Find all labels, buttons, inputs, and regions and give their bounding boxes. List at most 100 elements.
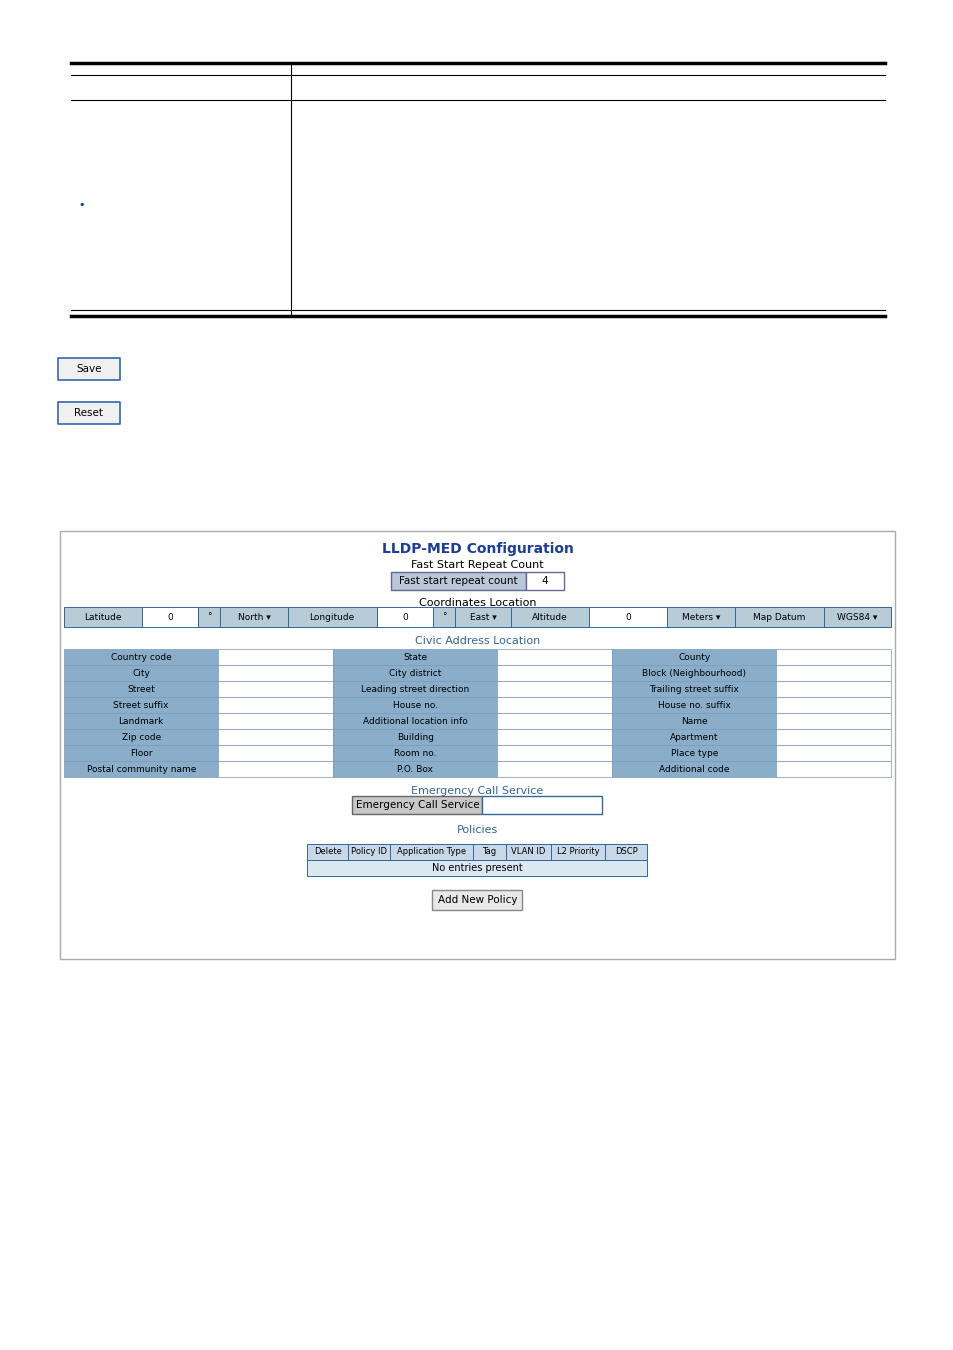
Bar (218, 729, 333, 745)
Text: •: • (78, 200, 85, 211)
Text: 0: 0 (625, 613, 631, 621)
Bar (473, 844, 505, 860)
Text: Emergency Call Service: Emergency Call Service (411, 786, 543, 796)
Bar (58, 358, 120, 379)
Bar (612, 697, 776, 713)
Text: Country code: Country code (111, 652, 172, 662)
Text: Street suffix: Street suffix (113, 701, 169, 710)
Text: P.O. Box: P.O. Box (396, 764, 433, 774)
Text: Policy ID: Policy ID (351, 848, 387, 856)
Bar (307, 860, 647, 876)
Bar (391, 572, 525, 590)
Bar (64, 713, 218, 729)
Bar (333, 649, 497, 666)
Bar (333, 713, 497, 729)
Bar (352, 796, 482, 814)
Text: Name: Name (680, 717, 707, 725)
Bar (497, 697, 612, 713)
Bar (347, 844, 390, 860)
Text: No entries present: No entries present (432, 863, 522, 873)
Text: Meters ▾: Meters ▾ (681, 613, 720, 621)
Bar (776, 697, 890, 713)
Bar (612, 649, 776, 666)
Bar (776, 761, 890, 778)
Bar (550, 844, 604, 860)
Bar (218, 680, 333, 697)
Text: Zip code: Zip code (121, 733, 161, 741)
Text: WGS84 ▾: WGS84 ▾ (837, 613, 877, 621)
Bar (667, 608, 734, 626)
Text: Building: Building (396, 733, 434, 741)
Bar (734, 608, 823, 626)
Text: Civic Address Location: Civic Address Location (415, 636, 539, 647)
Bar (604, 844, 647, 860)
Text: City: City (132, 668, 150, 678)
Text: Postal community name: Postal community name (87, 764, 195, 774)
Text: Longitude: Longitude (310, 613, 355, 621)
Text: Street: Street (127, 684, 155, 694)
Text: Coordinates Location: Coordinates Location (418, 598, 536, 608)
Text: Latitude: Latitude (84, 613, 122, 621)
Text: DSCP: DSCP (615, 848, 637, 856)
Text: Altitude: Altitude (532, 613, 567, 621)
Bar (390, 844, 473, 860)
Text: Room no.: Room no. (394, 748, 436, 757)
Bar (333, 745, 497, 761)
Bar (287, 608, 376, 626)
Text: Save: Save (76, 364, 102, 374)
Text: House no.: House no. (393, 701, 437, 710)
Bar (776, 729, 890, 745)
Bar (505, 844, 550, 860)
Bar (497, 761, 612, 778)
Bar (497, 666, 612, 680)
Bar (776, 745, 890, 761)
Text: L2 Priority: L2 Priority (556, 848, 598, 856)
Bar (218, 761, 333, 778)
Text: Application Type: Application Type (396, 848, 465, 856)
Bar (64, 680, 218, 697)
Bar (220, 608, 287, 626)
Bar (612, 680, 776, 697)
Bar (218, 713, 333, 729)
Bar (612, 713, 776, 729)
Text: °: ° (207, 613, 212, 621)
Bar (776, 649, 890, 666)
Text: Tag: Tag (481, 848, 496, 856)
Bar (612, 729, 776, 745)
Text: VLAN ID: VLAN ID (511, 848, 545, 856)
Text: 0: 0 (167, 613, 172, 621)
Bar (776, 713, 890, 729)
Bar (525, 572, 563, 590)
Text: State: State (403, 652, 427, 662)
Bar (776, 666, 890, 680)
Bar (376, 608, 433, 626)
Text: Map Datum: Map Datum (752, 613, 804, 621)
Text: Fast Start Repeat Count: Fast Start Repeat Count (411, 560, 543, 570)
Bar (64, 745, 218, 761)
Bar (432, 890, 522, 910)
Bar (218, 666, 333, 680)
Bar (776, 680, 890, 697)
Bar (497, 649, 612, 666)
Bar (497, 729, 612, 745)
Bar (497, 713, 612, 729)
Bar (64, 697, 218, 713)
Text: Delete: Delete (314, 848, 341, 856)
Text: 4: 4 (541, 576, 548, 586)
Bar (612, 761, 776, 778)
Text: Reset: Reset (74, 408, 103, 418)
Text: East ▾: East ▾ (469, 613, 496, 621)
Bar (589, 608, 667, 626)
Bar (333, 697, 497, 713)
Bar (497, 745, 612, 761)
Text: Add New Policy: Add New Policy (437, 895, 517, 905)
Text: 0: 0 (401, 613, 407, 621)
Bar (218, 697, 333, 713)
Text: City district: City district (389, 668, 441, 678)
Bar (612, 666, 776, 680)
Bar (455, 608, 511, 626)
Bar (612, 745, 776, 761)
Bar (64, 666, 218, 680)
Text: Floor: Floor (130, 748, 152, 757)
Bar (218, 649, 333, 666)
